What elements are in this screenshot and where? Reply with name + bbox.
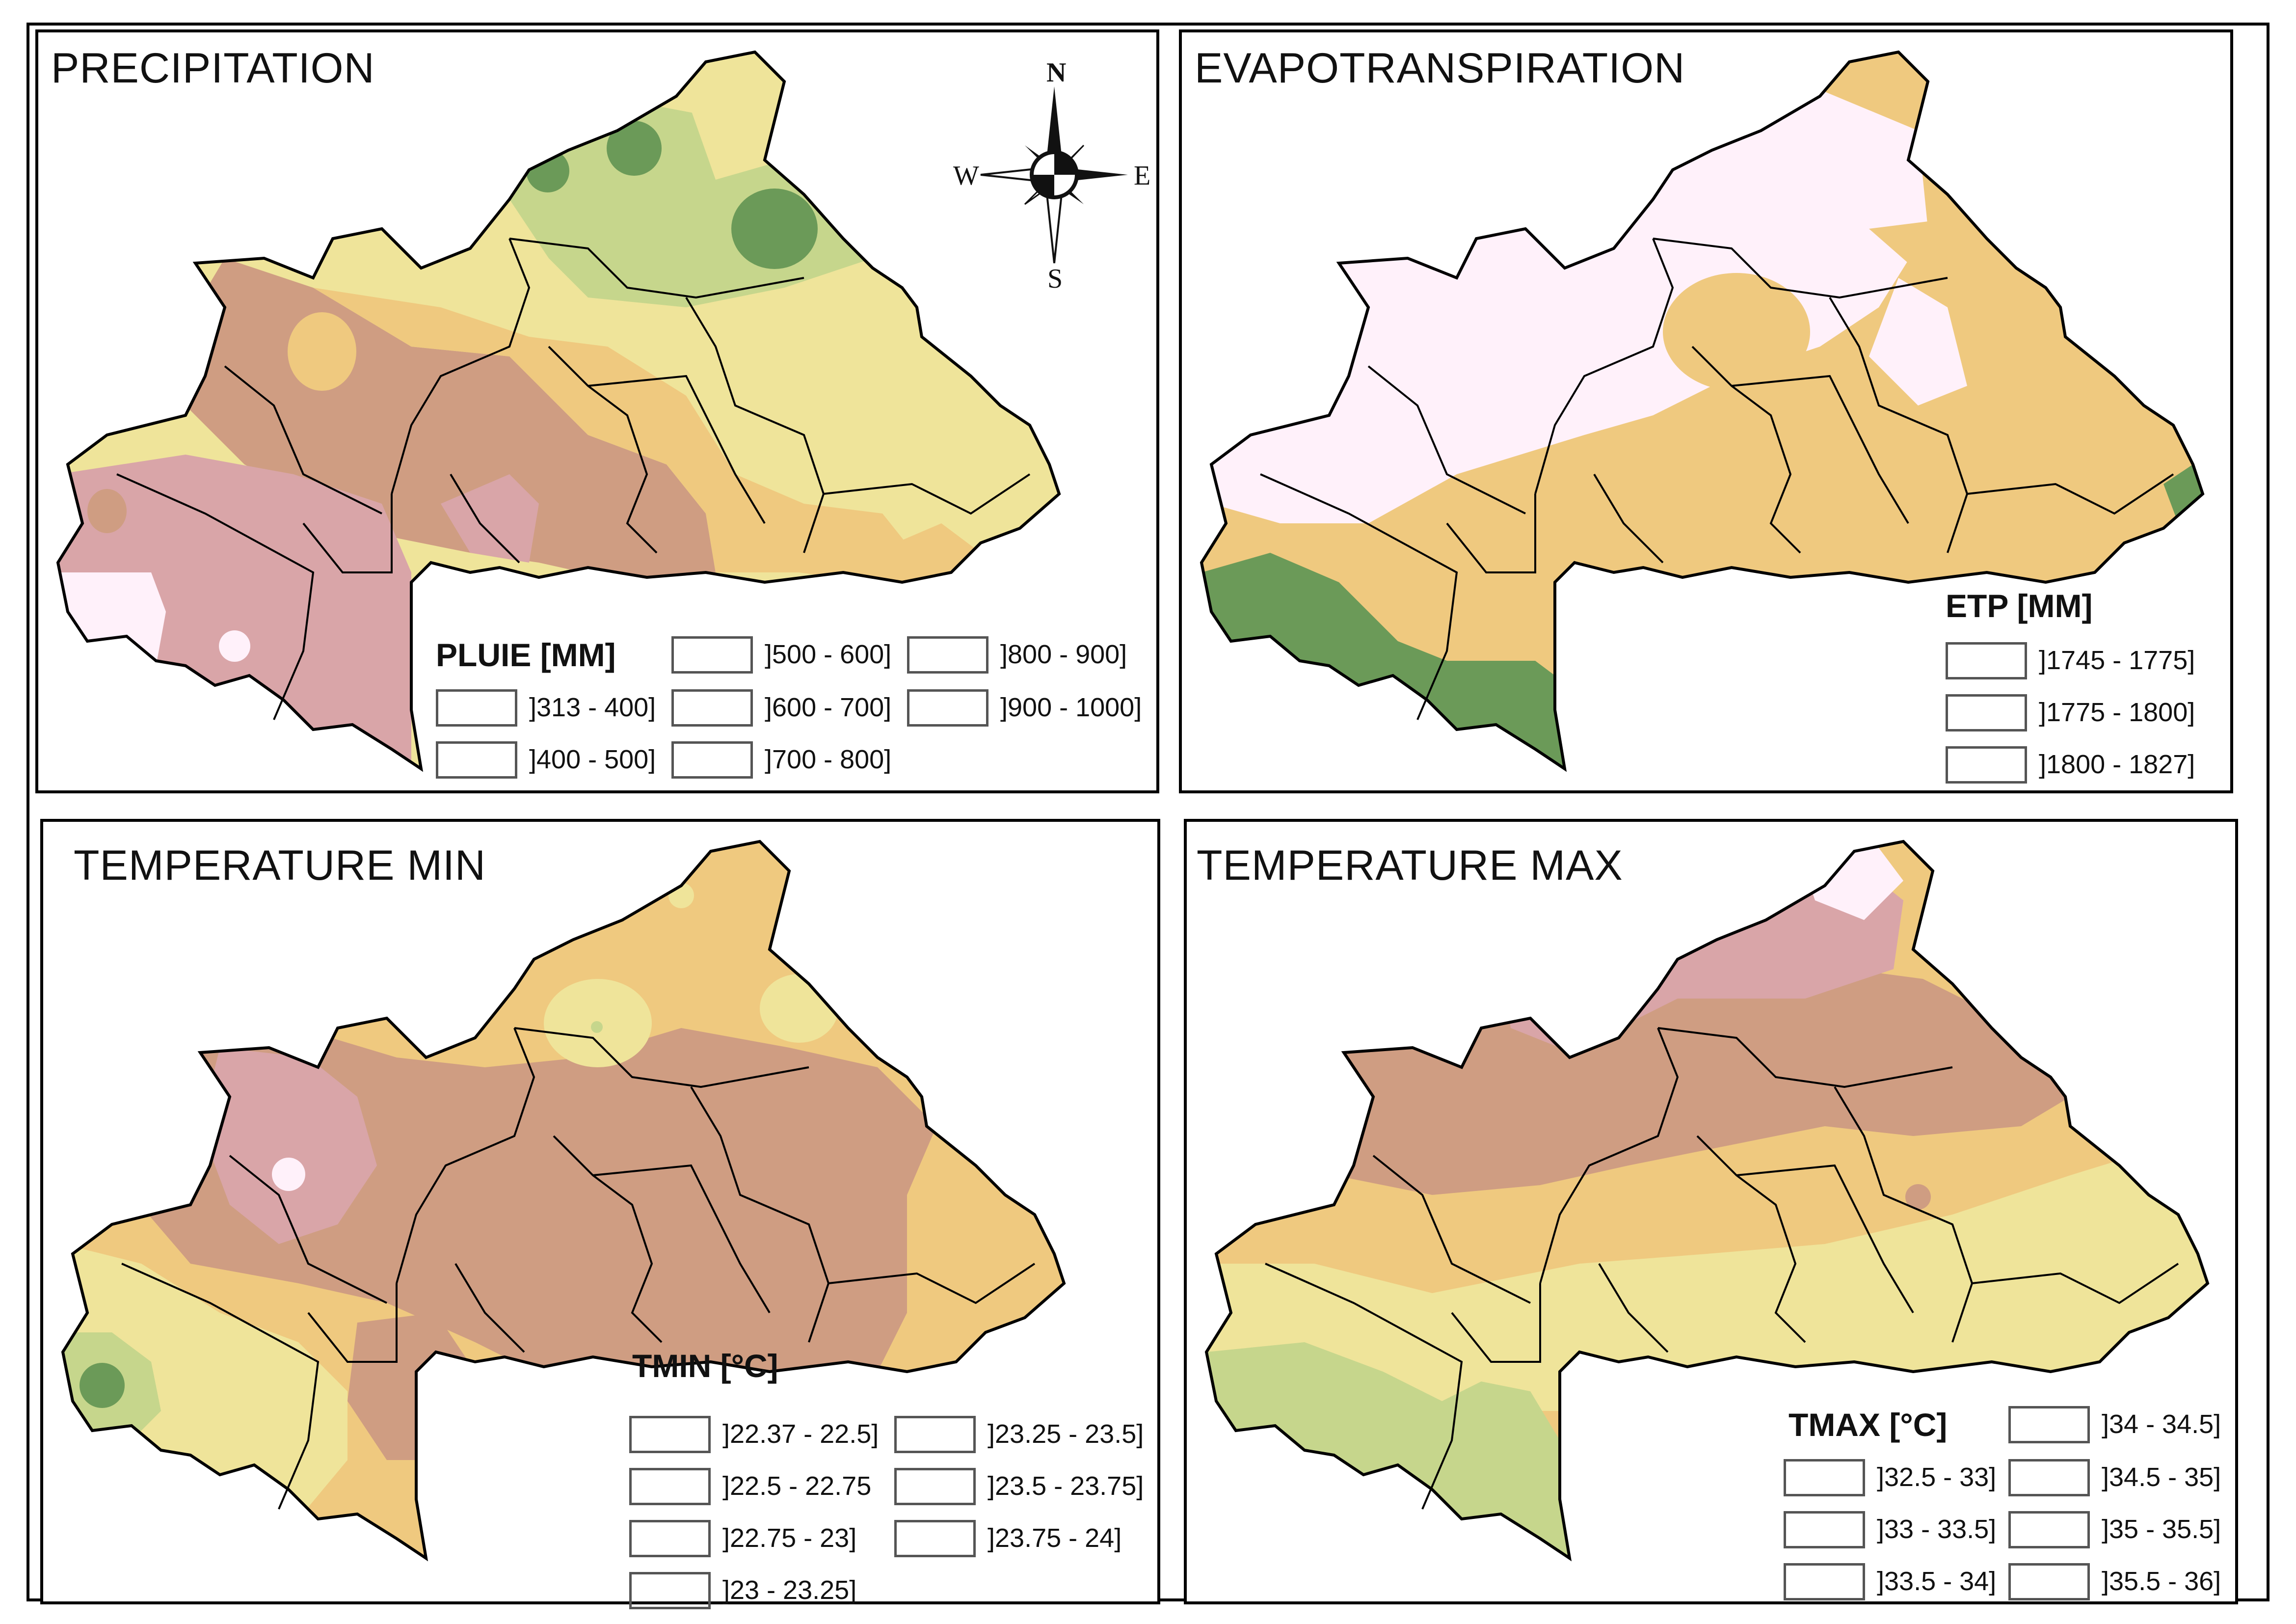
evapotranspiration-panel: EVAPOTRANSPIRATION ETP [MM] ]1745 - 1775… xyxy=(1179,29,2233,793)
legend-label: ]1800 - 1827] xyxy=(2039,750,2195,779)
temperature-min-zones xyxy=(63,841,1064,1558)
legend-swatch xyxy=(894,1520,976,1557)
legend-title: TMAX [°C] xyxy=(1789,1407,1948,1443)
panel-title: TEMPERATURE MIN xyxy=(74,842,486,889)
compass-north-label: N xyxy=(1046,57,1067,88)
legend-label: ]35 - 35.5] xyxy=(2102,1515,2221,1544)
legend-swatch xyxy=(894,1416,976,1453)
legend-label: ]32.5 - 33] xyxy=(1877,1462,1997,1492)
legend-swatch xyxy=(629,1468,711,1505)
legend-swatch xyxy=(1946,694,2027,731)
legend-label: ]34 - 34.5] xyxy=(2102,1409,2221,1439)
legend-label: ]23.5 - 23.75] xyxy=(988,1471,1144,1501)
legend-label: ]700 - 800] xyxy=(765,745,892,774)
panel-title: PRECIPITATION xyxy=(51,45,375,92)
legend-swatch xyxy=(1946,746,2027,784)
evapotranspiration-zones xyxy=(1201,52,2203,769)
legend-label: ]23.75 - 24] xyxy=(988,1523,1122,1553)
legend-label: ]22.37 - 22.5] xyxy=(722,1419,879,1449)
legend-label: ]22.75 - 23] xyxy=(722,1523,857,1553)
region-borders xyxy=(1260,238,2174,720)
legend-swatch xyxy=(629,1520,711,1557)
legend-swatch xyxy=(907,689,988,727)
legend-swatch xyxy=(2008,1563,2090,1600)
temperature-max-legend: TMAX [°C] ]32.5 - 33] ]33 - 33.5] ]33.5 … xyxy=(1784,1406,2235,1602)
precipitation-legend: PLUIE [MM] ]313 - 400] ]400 - 500] ]500 … xyxy=(436,636,1152,793)
legend-label: ]313 - 400] xyxy=(529,693,656,722)
legend-title: TMIN [°C] xyxy=(632,1348,778,1384)
legend-label: ]400 - 500] xyxy=(529,745,656,774)
legend-swatch xyxy=(671,689,753,727)
legend-label: ]35.5 - 36] xyxy=(2102,1567,2221,1596)
panel-title: TEMPERATURE MAX xyxy=(1197,842,1623,889)
legend-label: ]500 - 600] xyxy=(765,640,892,669)
legend-swatch xyxy=(2008,1406,2090,1443)
legend-swatch xyxy=(2008,1459,2090,1496)
region-borders xyxy=(116,238,1031,720)
legend-swatch xyxy=(436,741,517,779)
temperature-max-map xyxy=(1204,839,2210,1562)
legend-swatch xyxy=(2008,1511,2090,1548)
legend-swatch xyxy=(629,1572,711,1609)
region-borders xyxy=(1265,1027,2179,1510)
legend-swatch xyxy=(629,1416,711,1453)
legend-title: ETP [MM] xyxy=(1946,588,2093,624)
legend-label: ]33 - 33.5] xyxy=(1877,1515,1997,1544)
legend-label: ]800 - 900] xyxy=(1000,640,1127,669)
legend-title: PLUIE [MM] xyxy=(436,637,616,673)
legend-swatch xyxy=(436,689,517,727)
evapotranspiration-legend: ETP [MM] ]1745 - 1775] ]1775 - 1800] ]18… xyxy=(1946,587,2220,793)
temperature-min-legend: TMIN [°C] ]22.37 - 22.5] ]22.5 - 22.75 ]… xyxy=(629,1347,1159,1609)
legend-label: ]33.5 - 34] xyxy=(1877,1567,1997,1596)
legend-label: ]1775 - 1800] xyxy=(2039,698,2195,727)
legend-label: ]1745 - 1775] xyxy=(2039,646,2195,675)
temperature-min-panel: TEMPERATURE MIN TMIN [°C] ]22.37 - 22.5]… xyxy=(40,819,1160,1609)
legend-swatch xyxy=(671,741,753,779)
legend-swatch xyxy=(671,636,753,674)
legend-label: ]900 - 1000] xyxy=(1000,693,1142,722)
legend-swatch xyxy=(1946,642,2027,679)
temperature-min-map xyxy=(61,839,1066,1562)
compass-south-label: S xyxy=(1047,264,1063,294)
compass-rose: N S E W xyxy=(951,57,1157,294)
legend-swatch xyxy=(907,636,988,674)
region-borders xyxy=(121,1027,1036,1510)
precipitation-panel: PRECIPITATION N S E W PLUIE [MM] ]313 - … xyxy=(35,29,1159,793)
evapotranspiration-map xyxy=(1200,50,2205,772)
legend-swatch xyxy=(1784,1511,1865,1548)
compass-rose-icon xyxy=(980,86,1128,264)
legend-swatch xyxy=(1784,1459,1865,1496)
panel-title: EVAPOTRANSPIRATION xyxy=(1195,45,1685,92)
legend-label: ]23.25 - 23.5] xyxy=(988,1419,1144,1449)
legend-label: ]23 - 23.25] xyxy=(722,1575,857,1605)
temperature-max-panel: TEMPERATURE MAX TMAX [°C] ]32.5 - 33] ]3… xyxy=(1184,819,2238,1604)
precipitation-map xyxy=(56,50,1061,772)
legend-label: ]34.5 - 35] xyxy=(2102,1462,2221,1492)
legend-label: ]600 - 700] xyxy=(765,693,892,722)
legend-swatch xyxy=(894,1468,976,1505)
legend-swatch xyxy=(1784,1563,1865,1600)
legend-label: ]22.5 - 22.75 xyxy=(722,1471,872,1501)
compass-east-label: E xyxy=(1134,161,1151,191)
compass-west-label: W xyxy=(953,161,979,191)
